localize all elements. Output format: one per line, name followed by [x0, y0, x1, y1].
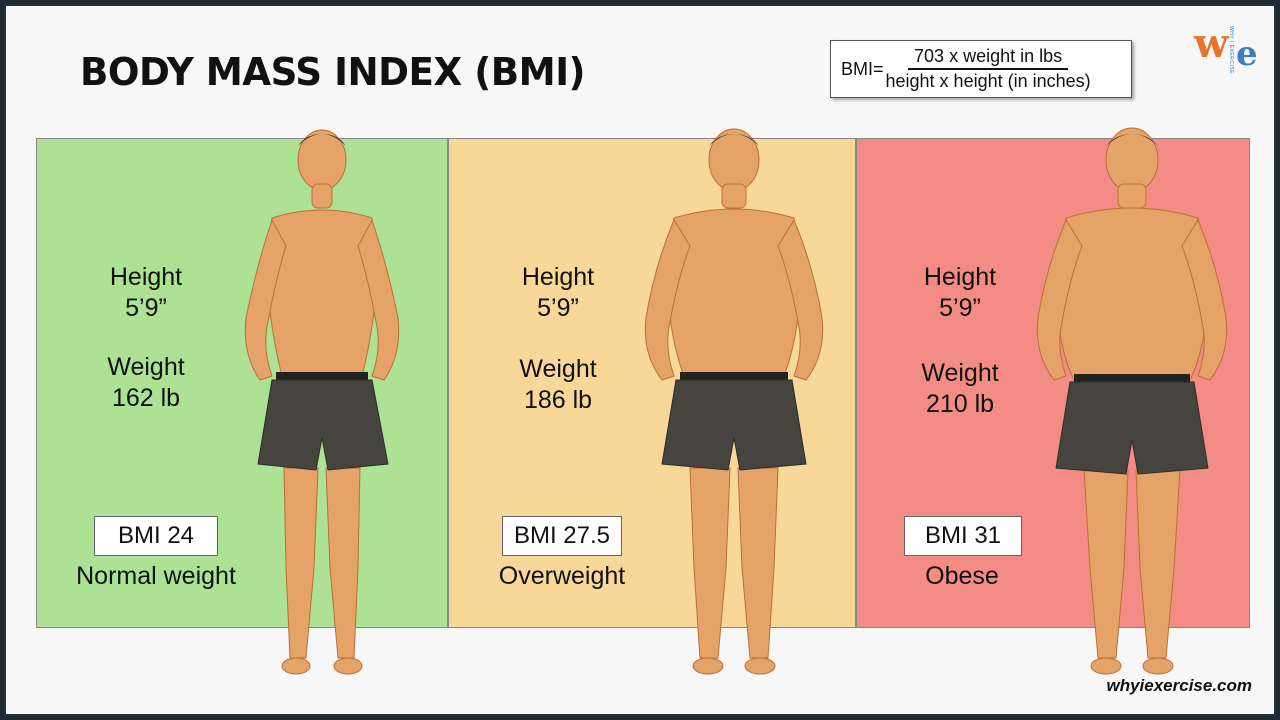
formula-numerator: 703 x weight in lbs	[908, 46, 1069, 70]
logo-e-letter: e	[1236, 34, 1258, 74]
bmi-badge-overweight: BMI 27.5	[502, 516, 622, 556]
height-label: Height	[109, 263, 183, 291]
height-stat-normal: Height 5’9”	[36, 262, 256, 324]
logo-w-letter: w	[1194, 20, 1229, 67]
height-label: Height	[923, 263, 997, 291]
weight-stat-obese: Weight 210 lb	[850, 358, 1070, 420]
male-figure-obese-icon	[1036, 127, 1228, 675]
weight-value: 186 lb	[523, 386, 593, 414]
height-value: 5’9”	[125, 294, 167, 322]
infographic-frame: Body Mass Index (BMI) BMI= 703 x weight …	[4, 4, 1276, 716]
weight-label: Weight	[519, 355, 597, 383]
male-figure-overweight-icon	[644, 128, 824, 675]
weight-value: 162 lb	[111, 384, 181, 412]
bmi-badge-normal: BMI 24	[94, 516, 218, 556]
formula-lhs: BMI=	[841, 58, 884, 79]
category-normal: Normal weight	[76, 562, 236, 590]
category-obese: Obese	[925, 562, 999, 590]
weight-label: Weight	[921, 359, 999, 387]
weight-value: 210 lb	[925, 390, 995, 418]
category-overweight: Overweight	[498, 562, 626, 590]
brand-logo: w WHY I EXERCISE e	[1192, 20, 1264, 76]
logo-tagline: WHY I EXERCISE	[1228, 26, 1234, 75]
formula-fraction: 703 x weight in lbs height x height (in …	[886, 46, 1091, 92]
height-value: 5’9”	[537, 294, 579, 322]
height-value: 5’9”	[939, 294, 981, 322]
height-stat-overweight: Height 5’9”	[448, 262, 668, 324]
weight-stat-overweight: Weight 186 lb	[448, 354, 668, 416]
website-credit: whyiexercise.com	[1106, 676, 1252, 695]
page-title: Body Mass Index (BMI)	[80, 50, 586, 94]
height-label: Height	[521, 263, 595, 291]
weight-label: Weight	[107, 353, 185, 381]
male-figure-normal-icon	[244, 129, 400, 675]
formula-denominator: height x height (in inches)	[885, 71, 1091, 91]
weight-stat-normal: Weight 162 lb	[36, 352, 256, 414]
bmi-badge-obese: BMI 31	[904, 516, 1022, 556]
bmi-formula-box: BMI= 703 x weight in lbs height x height…	[830, 40, 1132, 98]
height-stat-obese: Height 5’9”	[850, 262, 1070, 324]
